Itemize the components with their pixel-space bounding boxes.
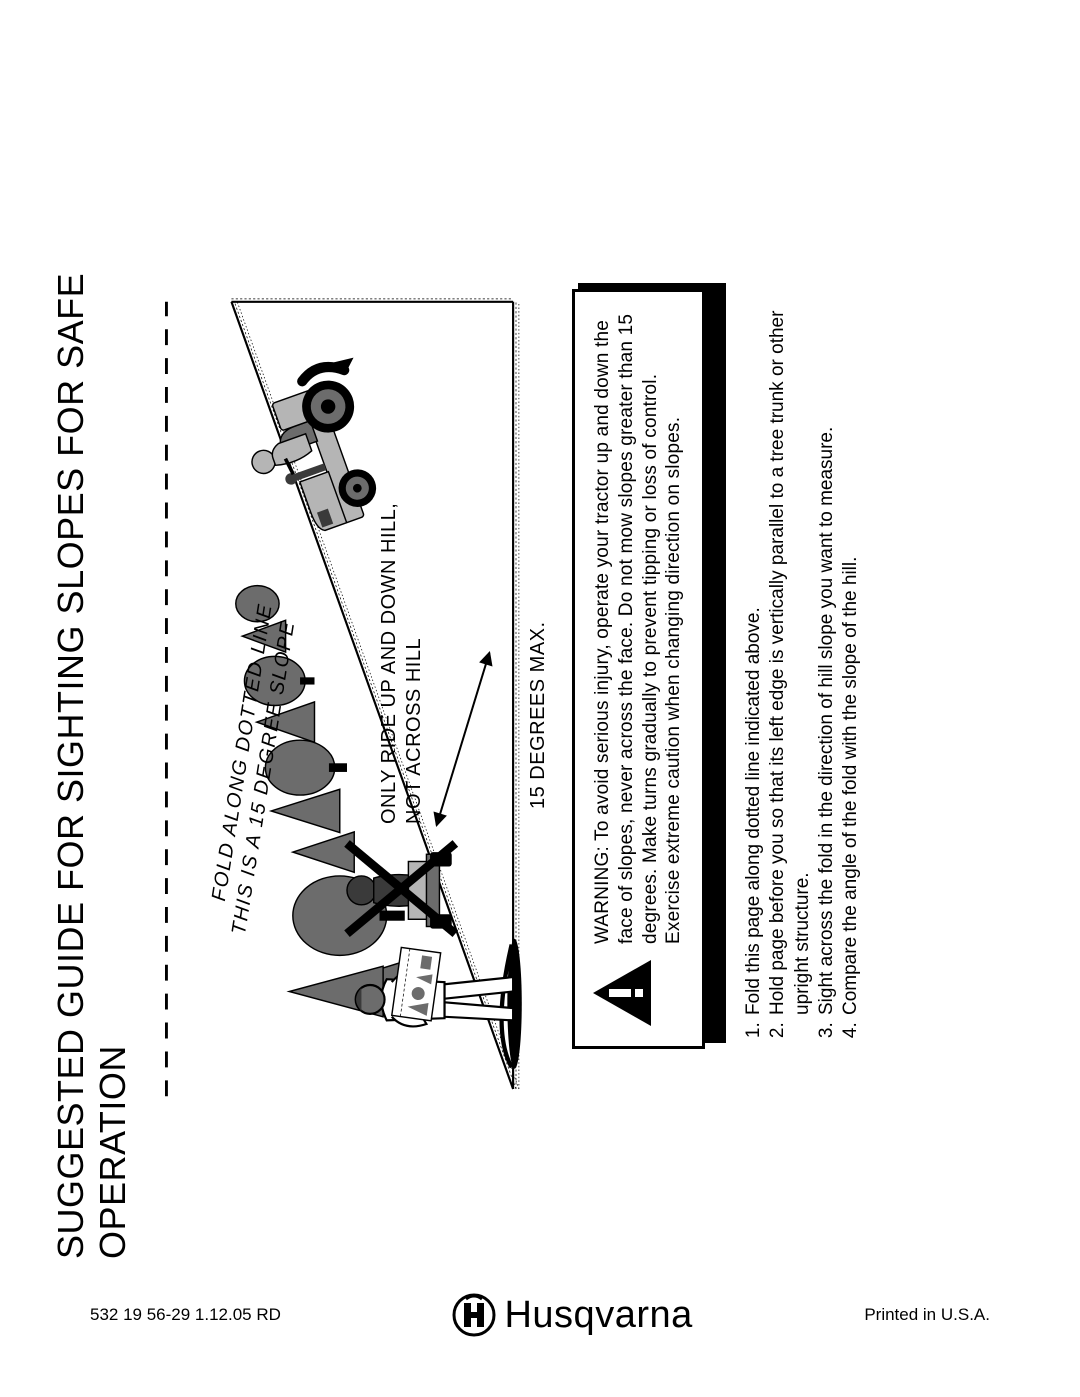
right-ground-edge (231, 298, 513, 301)
husqvarna-icon (452, 1293, 496, 1337)
warning-text: WARNING: To avoid serious injury, operat… (591, 310, 686, 944)
footer-printed: Printed in U.S.A. (864, 1305, 990, 1325)
instruction-steps: Fold this page along dotted line indicat… (742, 279, 864, 1039)
page-content: SUGGESTED GUIDE FOR SIGHTING SLOPES FOR … (50, 129, 1030, 1269)
person-sighting (356, 938, 522, 1068)
step-2: Hold page before you so that its left ed… (766, 279, 815, 1017)
warning-prefix: WARNING: (592, 845, 613, 943)
footer-part-number: 532 19 56-29 1.12.05 RD (90, 1305, 281, 1325)
brand-name: Husqvarna (504, 1294, 692, 1337)
step-3: Sight across the fold in the direction o… (815, 279, 839, 1017)
slope-diagram: FOLD ALONG DOTTED LINE THIS IS A 15 DEGR… (152, 139, 672, 1259)
degrees-max-label: 15 DEGREES MAX. (527, 621, 550, 809)
page-footer: 532 19 56-29 1.12.05 RD Husqvarna Printe… (0, 1293, 1080, 1337)
page-title: SUGGESTED GUIDE FOR SIGHTING SLOPES FOR … (50, 129, 134, 1259)
brand-logo: Husqvarna (452, 1293, 692, 1337)
ride-label-1: ONLY RIDE UP AND DOWN HILL, (377, 502, 402, 823)
warning-box: WARNING: To avoid serious injury, operat… (572, 289, 705, 1049)
ride-direction-label: ONLY RIDE UP AND DOWN HILL, NOT ACROSS H… (377, 502, 427, 823)
ride-label-2: NOT ACROSS HILL (402, 502, 427, 823)
step-4: Compare the angle of the fold with the s… (839, 279, 863, 1017)
warning-icon (591, 958, 653, 1028)
step-1: Fold this page along dotted line indicat… (742, 279, 766, 1017)
